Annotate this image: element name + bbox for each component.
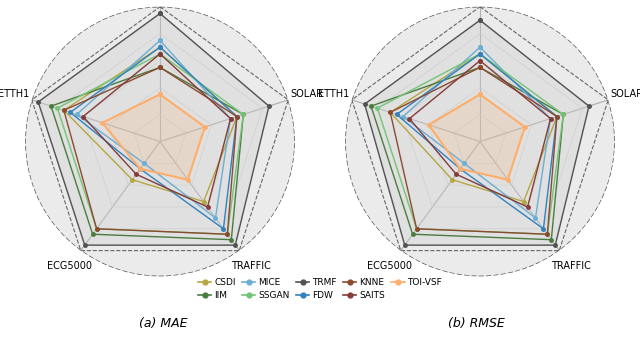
Polygon shape — [429, 94, 525, 180]
Text: (a) MAE: (a) MAE — [139, 317, 188, 330]
Polygon shape — [365, 20, 589, 245]
Polygon shape — [38, 13, 269, 245]
Legend: CSDI, IIM, MICE, SSGAN, TRMF, FDW, KNNE, SAITS, TOI-VSF: CSDI, IIM, MICE, SSGAN, TRMF, FDW, KNNE,… — [196, 276, 444, 302]
Polygon shape — [102, 94, 205, 180]
Text: (b) RMSE: (b) RMSE — [449, 317, 505, 330]
